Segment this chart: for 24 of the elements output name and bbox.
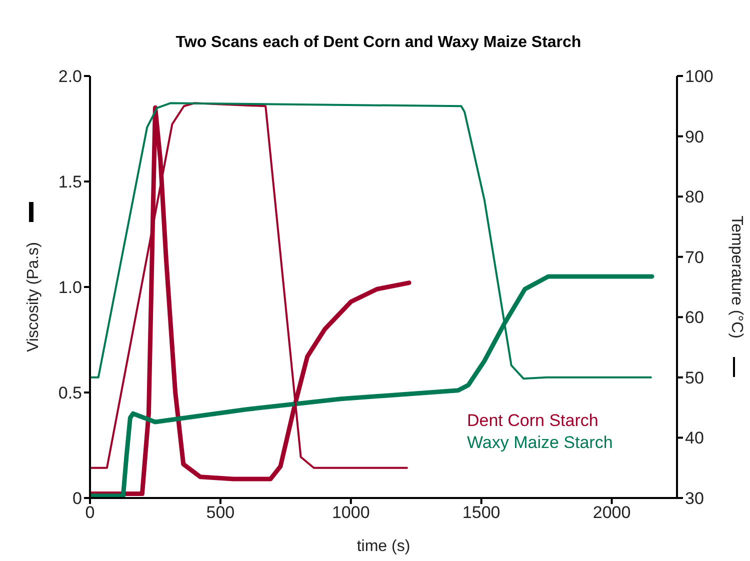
chart-title: Two Scans each of Dent Corn and Waxy Maize Starch xyxy=(176,34,582,51)
y-tick-label: 1.0 xyxy=(58,278,82,298)
y2-tick-label: 50 xyxy=(685,368,704,388)
y2-tick-label: 60 xyxy=(685,308,704,328)
x-tick-label: 1000 xyxy=(332,503,370,522)
x-tick-label: 2000 xyxy=(592,503,631,522)
y-tick-label: 2.0 xyxy=(58,67,82,86)
x-axis-title: time (s) xyxy=(356,538,410,555)
y2-tick-label: 40 xyxy=(685,428,704,448)
y2-axis-title: Temperature (°C) xyxy=(728,216,745,338)
x-tick-label: 500 xyxy=(206,503,235,522)
text: Dent Corn Starch xyxy=(467,411,598,430)
text: Waxy Maize Starch xyxy=(467,433,613,452)
y2-tick-label: 90 xyxy=(685,127,704,146)
y-tick-label: 1.5 xyxy=(58,172,82,192)
y2-tick-label: 70 xyxy=(685,248,704,267)
y-tick-label: 0.5 xyxy=(58,384,82,403)
x-tick-label: 0 xyxy=(85,503,95,522)
y-tick-label: 0 xyxy=(72,489,82,508)
y-axis-title: Viscosity (Pa.s) xyxy=(25,242,42,352)
x-tick-label: 1500 xyxy=(462,503,500,522)
y2-tick-label: 30 xyxy=(685,489,704,508)
y2-tick-label: 100 xyxy=(685,67,714,86)
y2-tick-label: 80 xyxy=(685,188,704,207)
